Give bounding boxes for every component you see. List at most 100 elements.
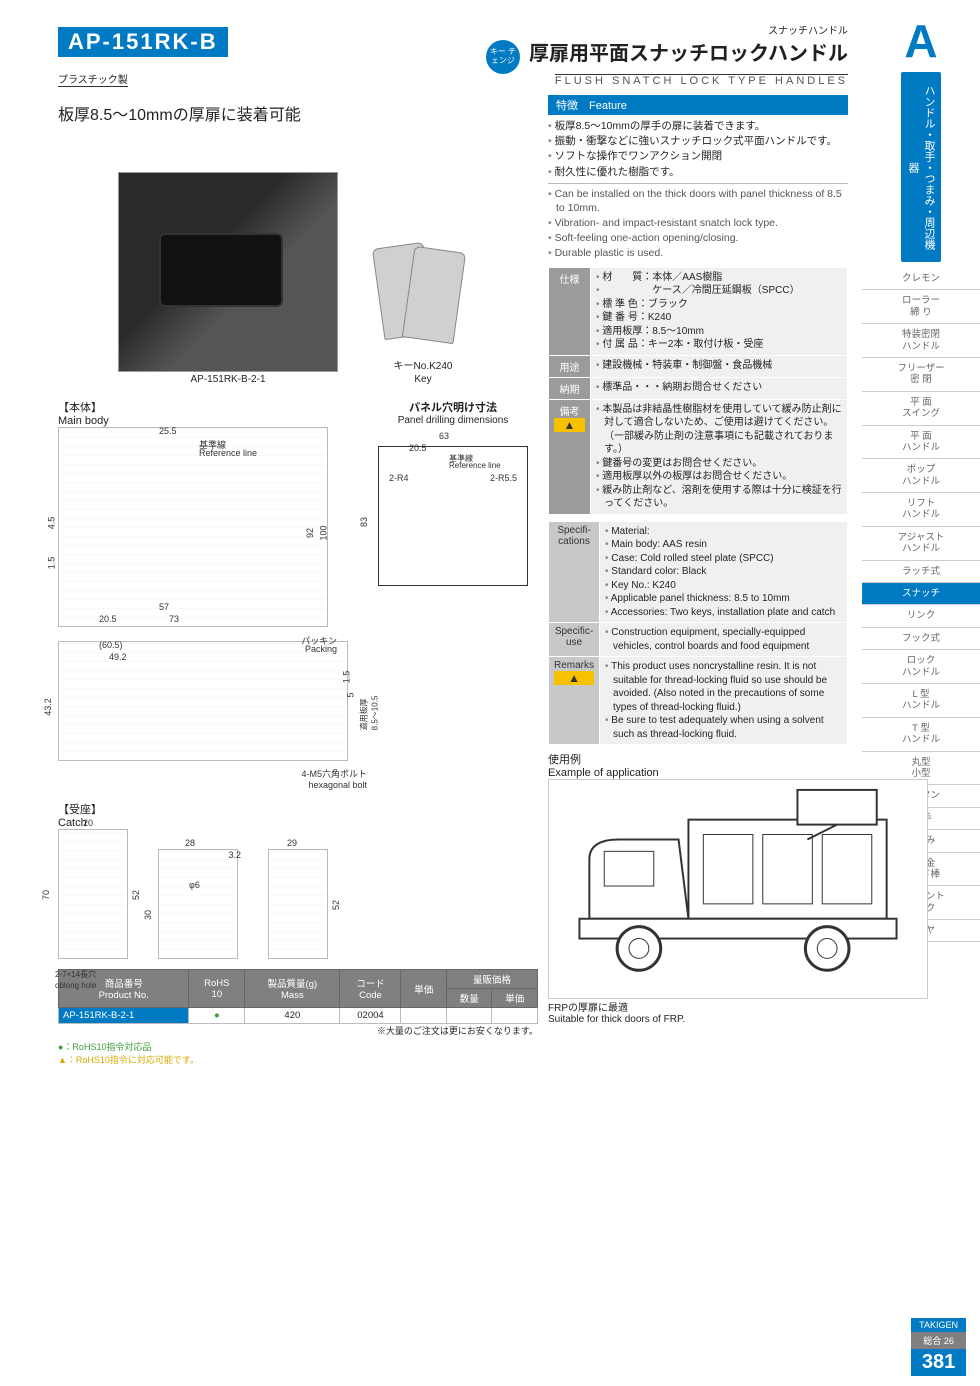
spec-value: This product uses noncrystalline resin. …: [600, 657, 848, 745]
td-rohs: ●: [189, 1008, 245, 1024]
side-index-item[interactable]: ラッチ式: [862, 561, 980, 583]
side-index-item[interactable]: スナッチ: [862, 583, 980, 605]
feature-item: Durable plastic is used.: [548, 246, 848, 260]
main-body-label-en: Main body: [58, 415, 109, 427]
panel-drilling-drawing: 63 20.5 基準線 Reference line 2-R4 2-R5.5 8…: [378, 446, 528, 586]
spec-value: 標準品・・・納期お問合せください: [591, 377, 848, 399]
panel-title-en: Panel drilling dimensions: [368, 415, 538, 426]
dim: 57: [159, 602, 169, 612]
spec-label: 備考▲: [549, 399, 591, 514]
th: 量販価格: [446, 970, 537, 989]
feature-header: 特徴 Feature: [548, 95, 848, 115]
key-caption-en: Key: [368, 374, 478, 385]
dim: 4.5: [46, 517, 56, 530]
th: Product No.: [99, 990, 149, 1001]
dim: 30: [143, 910, 153, 920]
catch-label-jp: 【受座】: [58, 804, 102, 816]
side-index-item[interactable]: 特装密閉 ハンドル: [862, 324, 980, 358]
side-index-item[interactable]: リフト ハンドル: [862, 493, 980, 527]
rohs-yellow-note: ▲：RoHS10指令に対応可能です。: [58, 1055, 199, 1065]
side-index: A ハンドル・取手・つまみ・周辺機器 クレモンローラー 締 り特装密閉 ハンドル…: [862, 0, 980, 1386]
footer-volume: 総合 26: [911, 1332, 966, 1349]
side-index-item[interactable]: アジャスト ハンドル: [862, 527, 980, 561]
table-note: ※大量のご注文は更にお安くなります。: [58, 1024, 538, 1037]
th: RoHS 10: [189, 970, 245, 1008]
model-number: AP-151RK-B: [58, 27, 228, 57]
spec-table-en: Specifi-cationsMaterial:Main body: AAS r…: [548, 521, 848, 746]
spec-label: 納期: [549, 377, 591, 399]
td-mass: 420: [245, 1008, 340, 1024]
side-index-item[interactable]: ローラー 締 り: [862, 290, 980, 324]
side-index-item[interactable]: クレモン: [862, 268, 980, 290]
feature-item: 振動・衝撃などに強いスナッチロック式平面ハンドルです。: [548, 134, 848, 148]
title-supertitle: スナッチハンドル: [486, 22, 848, 37]
spec-value: Material:Main body: AAS resinCase: Cold …: [600, 521, 848, 623]
dim: 52: [331, 900, 341, 910]
feature-item: 板厚8.5〜10mmの厚手の扉に装着できます。: [548, 119, 848, 133]
spec-value: 材 質：本体／AAS樹脂 ケース／冷間圧延鋼板（SPCC）標 準 色：ブラック鍵…: [591, 267, 848, 355]
dim: 2-R5.5: [490, 473, 517, 483]
feature-item: Soft-feeling one-action opening/closing.: [548, 231, 848, 245]
side-index-item[interactable]: 平 面 スイング: [862, 392, 980, 426]
model-subtitle: プラスチック製: [58, 71, 128, 87]
dim: 100: [318, 526, 328, 541]
spec-label: Specifi-cations: [549, 521, 600, 623]
title-en: FLUSH SNATCH LOCK TYPE HANDLES: [555, 74, 848, 87]
main-body-drawing: 25.5 基準線 Reference line 4.5 1.5 92 100 2…: [58, 427, 328, 627]
header: AP-151RK-B プラスチック製 スナッチハンドル キー チェンジ 厚扉用平…: [58, 22, 848, 87]
example-area: 使用例 Example of application: [548, 751, 928, 1011]
dim: 25.5: [159, 426, 177, 436]
dim: 3.2: [228, 850, 241, 860]
side-index-item[interactable]: フリーザー 密 閉: [862, 358, 980, 392]
dim: 20.5: [409, 443, 427, 453]
panel-title-jp: パネル穴明け寸法: [368, 399, 538, 415]
dim: (60.5): [99, 640, 123, 650]
dim: oblong hole: [55, 981, 96, 990]
spec-value: Construction equipment, specially-equipp…: [600, 623, 848, 657]
side-index-item[interactable]: T 型 ハンドル: [862, 718, 980, 752]
dim: 20: [83, 818, 93, 828]
spec-value: 本製品は非結晶性樹脂材を使用していて緩み防止剤に対して適合しないため、ご使用は避…: [591, 399, 848, 514]
dim: 70: [41, 890, 51, 900]
spec-label: Remarks▲: [549, 657, 600, 745]
catch-side-drawing: 28 3.2 φ6 30: [158, 849, 238, 959]
product-photo-area: AP-151RK-B-2-1 キーNo.K240 Key: [58, 135, 538, 385]
feature-item: ソフトな操作でワンアクション開閉: [548, 149, 848, 163]
side-index-item[interactable]: フック式: [862, 628, 980, 650]
spec-table-jp: 仕様材 質：本体／AAS樹脂 ケース／冷間圧延鋼板（SPCC）標 準 色：ブラッ…: [548, 267, 848, 515]
dim: 20.5: [99, 614, 117, 624]
dim: 5: [345, 693, 355, 698]
side-index-item[interactable]: L 型 ハンドル: [862, 684, 980, 718]
dim: hexagonal bolt: [308, 780, 367, 790]
tagline: 板厚8.5〜10mmの厚扉に装着可能: [58, 101, 538, 125]
dim: 83: [359, 517, 369, 527]
catch-front-drawing: 20 70 52 2-7×14長穴 oblong hole: [58, 829, 128, 959]
page-footer: TAKIGEN 総合 26 381: [911, 1318, 966, 1376]
side-index-item[interactable]: リンク: [862, 605, 980, 627]
side-index-item[interactable]: ポップ ハンドル: [862, 459, 980, 493]
dim: 2-7×14長穴: [55, 969, 96, 980]
td-product-no: AP-151RK-B-2-1: [59, 1008, 189, 1024]
dim: 52: [131, 890, 141, 900]
side-index-item[interactable]: 平 面 ハンドル: [862, 426, 980, 460]
side-index-item[interactable]: ロック ハンドル: [862, 650, 980, 684]
feature-item: Can be installed on the thick doors with…: [548, 187, 848, 215]
dim: 28: [185, 838, 195, 848]
spec-label: 用途: [549, 355, 591, 377]
main-body-label-jp: 【本体】: [58, 402, 102, 414]
product-caption: AP-151RK-B-2-1: [118, 374, 338, 385]
warning-icon: ▲: [554, 418, 585, 432]
dim: Packing: [305, 644, 337, 654]
th: 製品質量(g): [268, 979, 318, 990]
th: Code: [359, 990, 382, 1001]
dim: Reference line: [199, 448, 257, 458]
spec-label: 仕様: [549, 267, 591, 355]
key-drawing: 29 52: [268, 849, 328, 959]
dim: 4-M5六角ボルト: [301, 767, 367, 780]
features-jp: 板厚8.5〜10mmの厚手の扉に装着できます。振動・衝撃などに強いスナッチロック…: [548, 119, 848, 179]
side-view-drawing: (60.5) 49.2 パッキン Packing 43.2 1.5 5 適用板厚…: [58, 641, 348, 761]
product-table: 商品番号Product No. RoHS 10 製品質量(g)Mass コードC…: [58, 969, 538, 1024]
dim: 63: [439, 431, 449, 441]
dim: 1.5: [342, 671, 352, 684]
footer-page: 381: [911, 1349, 966, 1376]
